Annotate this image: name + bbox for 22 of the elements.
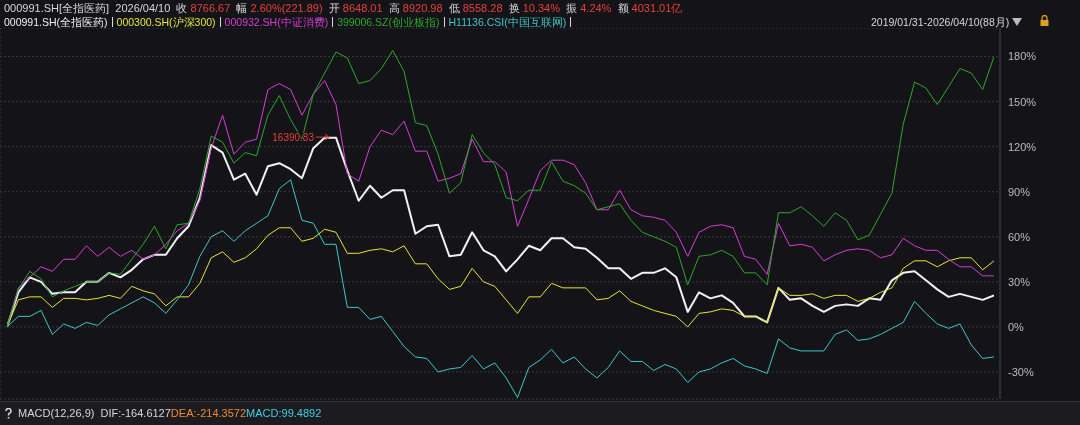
text: MACD:99.4892 xyxy=(246,407,322,419)
y-tick-label: -30% xyxy=(1008,365,1034,378)
text: 399006.SZ(创业板指) xyxy=(337,16,440,28)
y-tick-label: 90% xyxy=(1008,185,1031,198)
line-series xyxy=(7,227,994,328)
text: DIF:-164.6127 xyxy=(100,407,171,419)
chart-title: 000991.SH[全指医药] 2026/04/10 收 8766.67 幅 2.60%(221.89) 开 8648.01 高 8920.98 低 8558.28 换 10.34% 振 4.24% 额 4031.01亿 xyxy=(4,2,683,14)
y-tick-label: 180% xyxy=(1008,50,1037,63)
text: DEA:-214.3572 xyxy=(170,407,247,419)
annotation: 16390.83 xyxy=(272,131,315,143)
y-tick-label: 150% xyxy=(1008,95,1037,108)
y-tick-label: 0% xyxy=(1008,320,1025,333)
line-series xyxy=(7,179,994,398)
y-tick-label: 120% xyxy=(1008,140,1037,153)
text: H11136.CSI(中国互联网) xyxy=(448,16,567,28)
text: 000932.SH(中证消费) xyxy=(224,16,329,28)
text: 000300.SH(沪深300) xyxy=(116,16,216,28)
text: MACD(12,26,9) xyxy=(18,407,96,419)
y-tick-label: 30% xyxy=(1008,275,1031,288)
y-tick-label: 60% xyxy=(1008,230,1031,243)
chart-subtitle: 2019/01/31-2026/04/10(88月) xyxy=(871,16,1010,31)
text: 000991.SH(全指医药) xyxy=(4,16,108,28)
